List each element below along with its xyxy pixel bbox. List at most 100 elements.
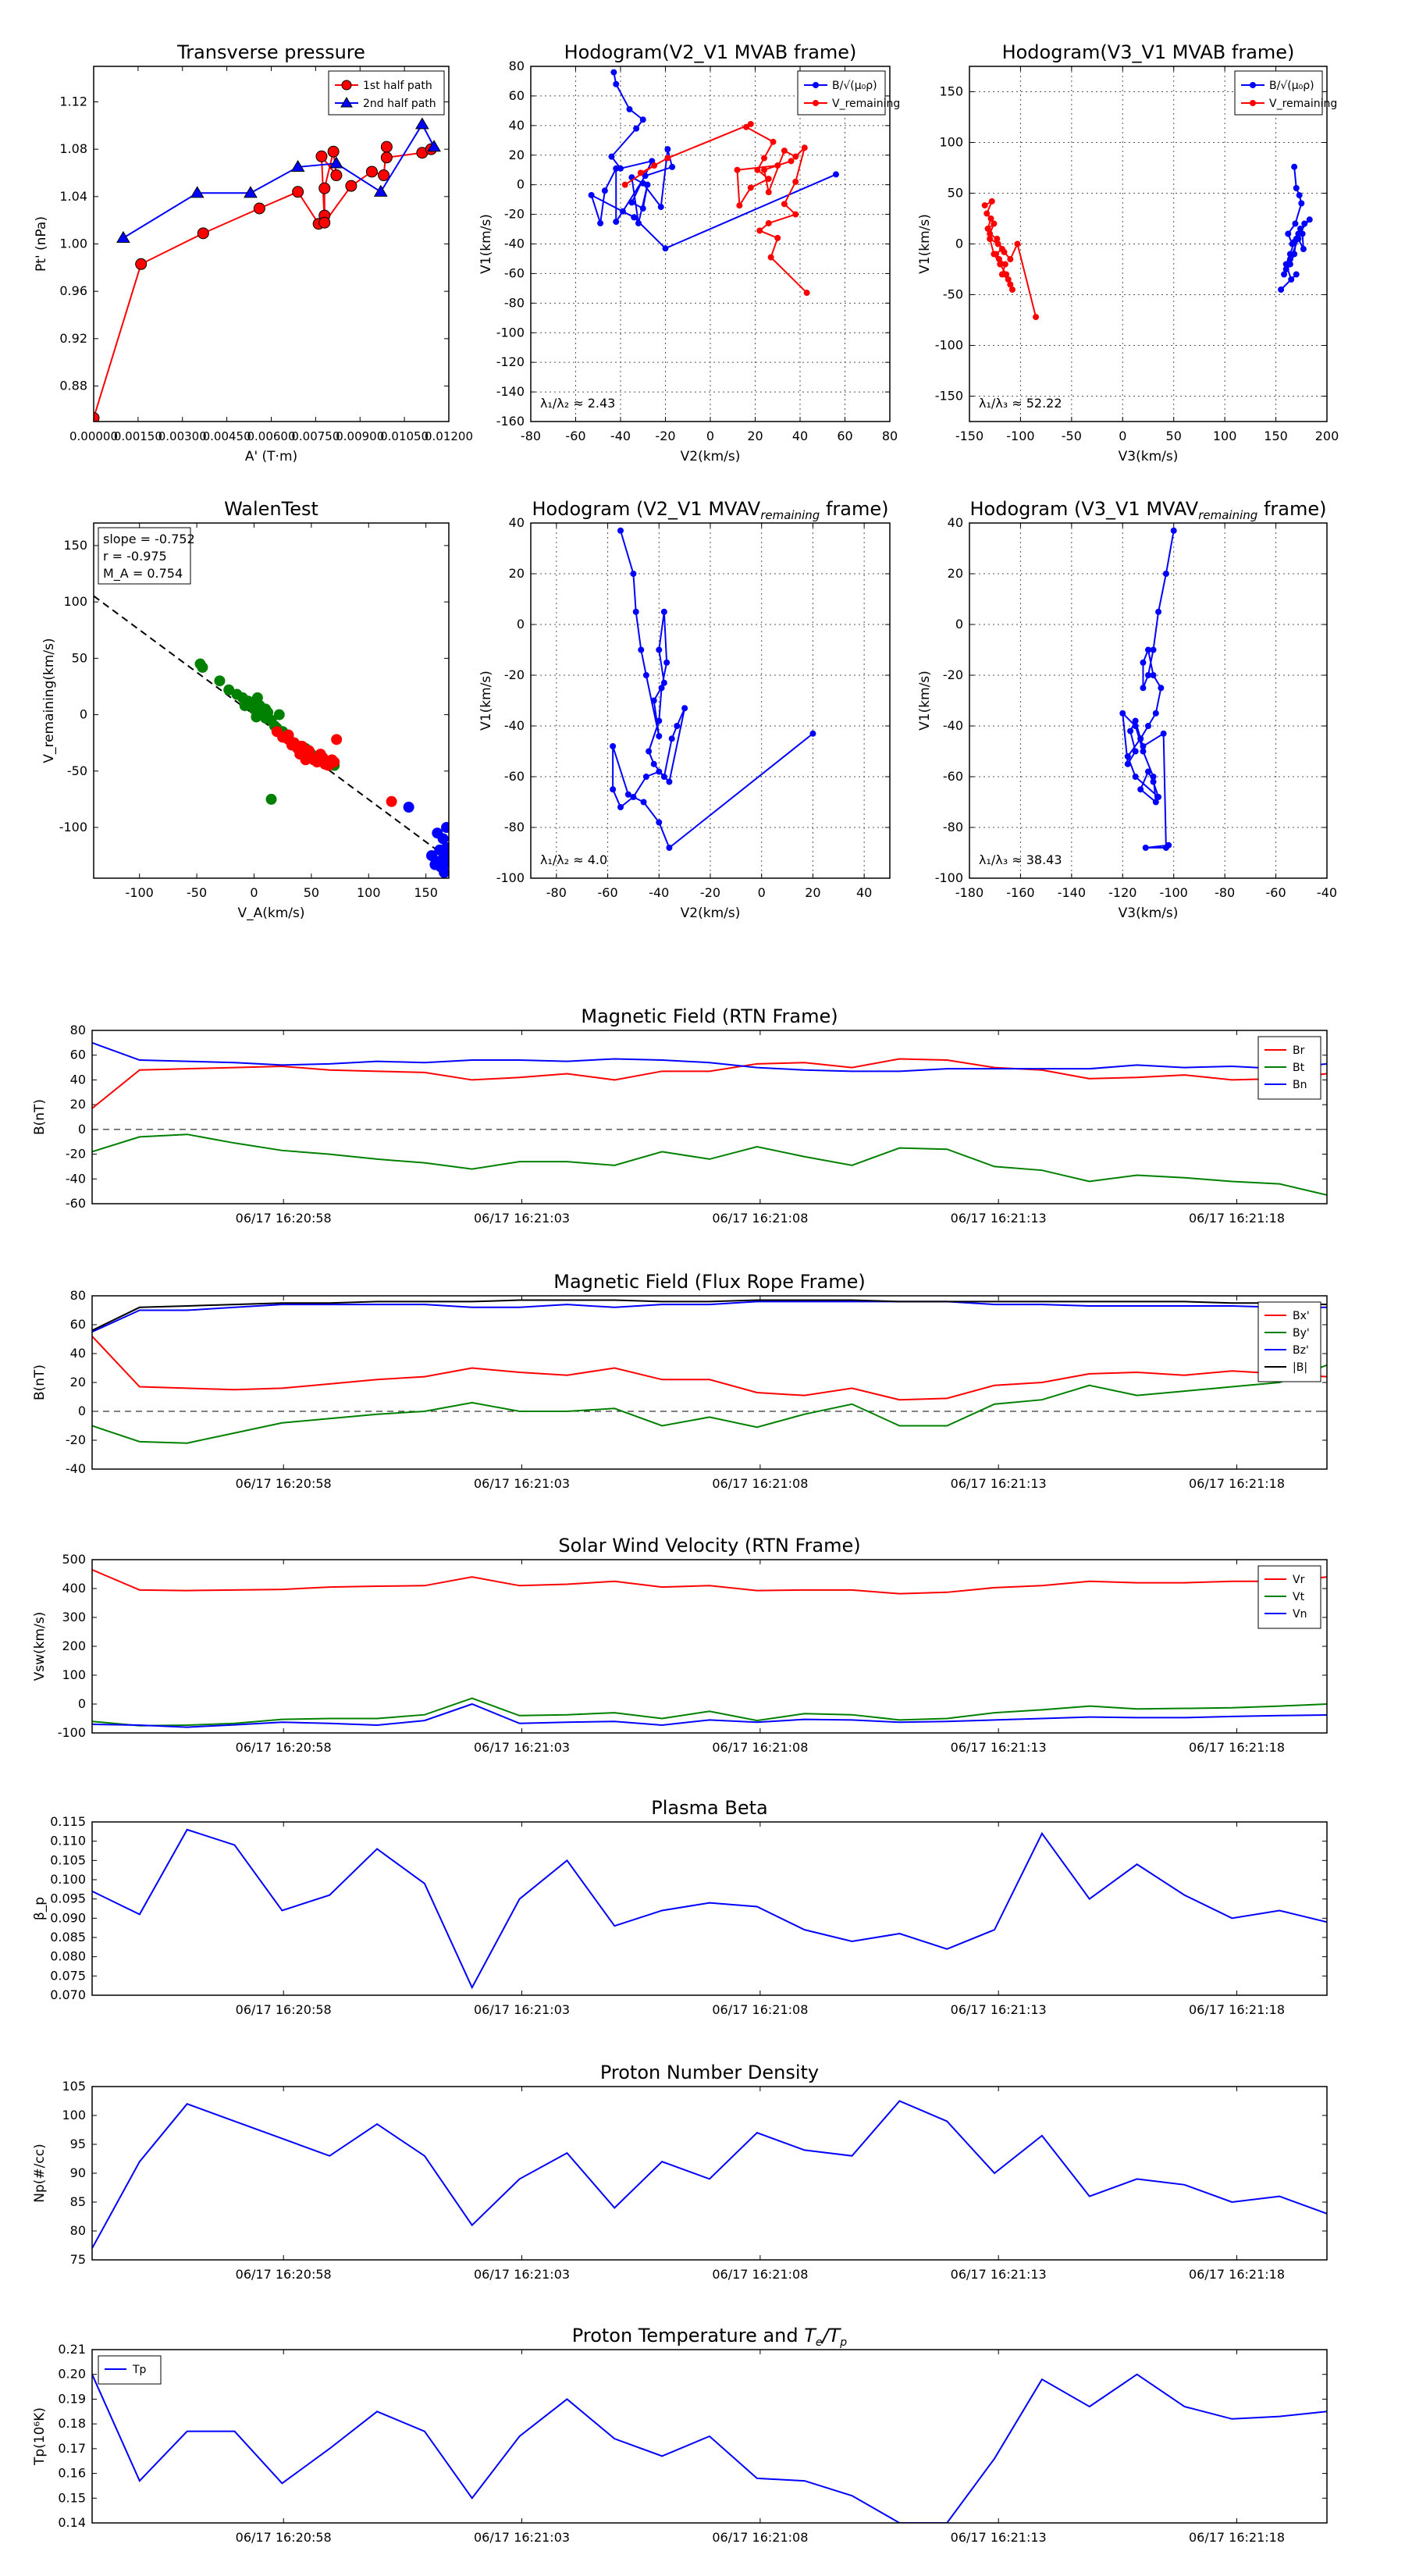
series-line-0 bbox=[1122, 530, 1175, 849]
data-point bbox=[437, 833, 449, 845]
annotation-text: r = -0.975 bbox=[103, 549, 167, 564]
chart-title: Hodogram (V3_V1 MVAVremaining frame) bbox=[970, 498, 1327, 522]
data-point bbox=[1160, 730, 1167, 737]
x-tick-label: 06/17 16:21:08 bbox=[712, 1740, 808, 1755]
x-tick-label: 06/17 16:21:08 bbox=[712, 1211, 808, 1226]
legend-label: Vn bbox=[1293, 1608, 1307, 1621]
plot-area bbox=[981, 163, 1313, 321]
data-point bbox=[292, 186, 304, 198]
data-point bbox=[1295, 236, 1302, 242]
x-tick-label: 0 bbox=[758, 885, 766, 900]
data-point bbox=[765, 176, 772, 183]
x-tick-label: 0.00600 bbox=[247, 429, 295, 443]
data-point bbox=[660, 679, 667, 686]
plot-area bbox=[1119, 527, 1177, 851]
y-tick-label: 1.04 bbox=[59, 189, 87, 204]
plot-area bbox=[92, 1299, 1327, 1444]
data-point bbox=[991, 251, 998, 258]
data-point bbox=[632, 608, 639, 615]
data-point bbox=[639, 205, 646, 212]
y-tick-label: 0.15 bbox=[58, 2490, 86, 2505]
y-tick-label: -20 bbox=[504, 207, 525, 222]
data-point bbox=[792, 178, 799, 185]
plot-area bbox=[94, 117, 441, 422]
data-point bbox=[1001, 261, 1008, 268]
data-point bbox=[1140, 659, 1147, 666]
x-tick-label: 100 bbox=[357, 885, 381, 900]
data-point bbox=[1162, 571, 1169, 577]
data-point bbox=[617, 804, 624, 810]
y-tick-label: 85 bbox=[70, 2194, 86, 2209]
data-point bbox=[631, 214, 638, 221]
y-tick-label: 100 bbox=[62, 1667, 86, 1682]
data-point bbox=[621, 181, 628, 188]
x-tick-label: 06/17 16:21:13 bbox=[951, 1211, 1047, 1226]
data-point bbox=[630, 571, 637, 577]
x-tick-label: 0 bbox=[250, 885, 258, 900]
data-point bbox=[617, 527, 624, 534]
data-point bbox=[1292, 220, 1299, 227]
data-point bbox=[608, 153, 615, 160]
legend-label: V_remaining bbox=[1269, 98, 1337, 110]
y-tick-label: 100 bbox=[62, 2108, 86, 2122]
x-tick-label: 06/17 16:21:03 bbox=[474, 2530, 570, 2545]
data-point bbox=[666, 845, 673, 851]
y-tick-label: 0.19 bbox=[58, 2391, 86, 2406]
data-point bbox=[1293, 185, 1300, 191]
axes-frame bbox=[91, 1821, 1328, 1996]
data-point bbox=[330, 169, 343, 182]
data-point bbox=[658, 685, 665, 692]
data-point bbox=[651, 162, 658, 169]
data-point bbox=[1137, 735, 1144, 742]
data-point bbox=[1005, 276, 1012, 283]
data-point bbox=[646, 748, 653, 755]
y-tick-label: 90 bbox=[70, 2165, 86, 2180]
data-point bbox=[373, 184, 388, 197]
chart-title: Hodogram(V2_V1 MVAB frame) bbox=[564, 41, 857, 63]
data-point bbox=[660, 774, 667, 780]
y-tick-label: 100 bbox=[63, 594, 87, 609]
data-point bbox=[833, 171, 839, 178]
y-tick-label: 20 bbox=[509, 566, 525, 581]
legend-marker bbox=[1250, 82, 1256, 88]
x-tick-label: 06/17 16:20:58 bbox=[236, 2530, 332, 2545]
x-tick-label: 100 bbox=[1213, 429, 1237, 443]
y-tick-label: 20 bbox=[509, 148, 525, 162]
data-point bbox=[1132, 717, 1139, 724]
data-point bbox=[642, 672, 649, 678]
x-tick-label: 06/17 16:21:03 bbox=[474, 2267, 570, 2282]
x-tick-label: -60 bbox=[1266, 885, 1286, 900]
data-point bbox=[803, 290, 810, 297]
data-point bbox=[1291, 163, 1298, 170]
data-point bbox=[984, 210, 991, 217]
legend-label: Bn bbox=[1293, 1079, 1307, 1091]
y-tick-label: 0 bbox=[517, 617, 525, 632]
chart-title: Solar Wind Velocity (RTN Frame) bbox=[558, 1535, 860, 1557]
data-point bbox=[765, 219, 772, 226]
annotation-text: M_A = 0.754 bbox=[103, 566, 183, 582]
x-tick-label: -20 bbox=[655, 429, 675, 443]
y-tick-label: -50 bbox=[67, 763, 87, 778]
y-tick-label: 0.100 bbox=[50, 1872, 86, 1887]
data-point bbox=[681, 705, 688, 712]
y-axis-label: Tp(10⁶K) bbox=[32, 2407, 48, 2466]
chart-title: Magnetic Field (RTN Frame) bbox=[581, 1005, 838, 1027]
data-point bbox=[747, 184, 754, 191]
axes-frame bbox=[93, 66, 450, 422]
y-tick-label: -80 bbox=[504, 295, 525, 310]
data-point bbox=[987, 230, 994, 237]
data-point bbox=[1007, 256, 1014, 262]
data-point bbox=[326, 754, 338, 766]
data-point bbox=[761, 166, 767, 173]
data-point bbox=[1278, 286, 1285, 293]
data-point bbox=[135, 258, 148, 270]
legend-marker bbox=[813, 82, 819, 88]
series-line-Vt bbox=[92, 1697, 1327, 1727]
data-point bbox=[767, 254, 774, 261]
y-tick-label: 1.08 bbox=[59, 141, 87, 156]
x-tick-label: 06/17 16:21:08 bbox=[712, 2002, 808, 2017]
data-point bbox=[1132, 748, 1139, 755]
y-tick-label: 20 bbox=[70, 1375, 86, 1389]
data-point bbox=[656, 646, 663, 653]
y-tick-label: 0.92 bbox=[59, 331, 87, 346]
